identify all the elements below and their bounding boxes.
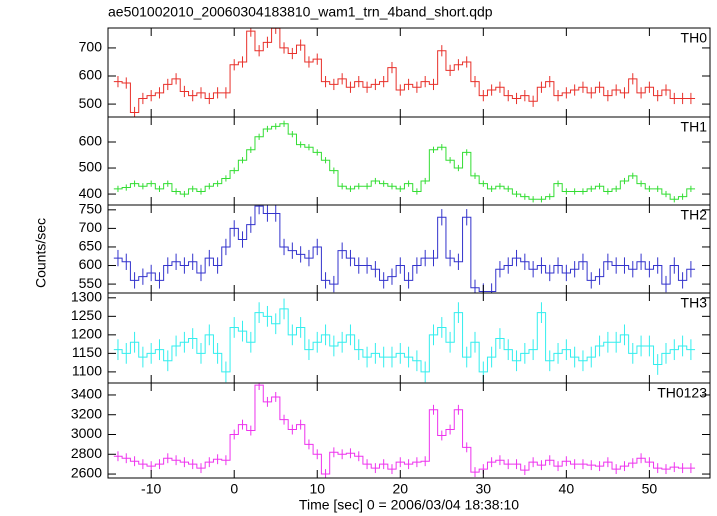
x-tick-label: 20 [392, 481, 408, 497]
panel-frame [107, 382, 711, 479]
y-tick-label: 550 [79, 275, 103, 291]
plot-area [113, 205, 696, 293]
panel-label: TH0 [681, 30, 708, 46]
panel-frame [107, 27, 711, 118]
x-tick-label: -10 [141, 481, 161, 497]
panel-label: TH1 [681, 119, 708, 135]
x-axis-label: Time [sec] 0 = 2006/03/04 18:38:10 [299, 497, 519, 513]
panel-label: TH3 [681, 295, 708, 311]
y-tick-label: 700 [79, 39, 103, 55]
plot-area [113, 298, 696, 383]
x-tick-label: 0 [230, 481, 238, 497]
y-tick-label: 3400 [71, 386, 102, 402]
step-line [113, 123, 696, 200]
y-tick-label: 600 [79, 133, 103, 149]
y-tick-label: 2600 [71, 465, 102, 481]
y-tick-label: 3000 [71, 425, 102, 441]
y-tick-label: 2800 [71, 445, 102, 461]
chart-title: ae501002010_20060304183810_wam1_trn_4ban… [108, 4, 493, 20]
step-line [113, 308, 696, 373]
x-tick-label: 10 [309, 481, 325, 497]
y-tick-label: 600 [79, 67, 103, 83]
x-tick-label: 50 [642, 481, 658, 497]
y-tick-label: 1300 [71, 289, 102, 305]
y-tick-label: 1150 [72, 344, 102, 360]
panel-label: TH0123 [657, 385, 707, 401]
x-tick-label: 40 [559, 481, 575, 497]
x-tick-label: 30 [476, 481, 492, 497]
plot-area [113, 28, 696, 117]
plot-area [113, 120, 696, 203]
panel-frame [107, 292, 711, 384]
plot-area [113, 383, 696, 478]
y-axis-label: Counts/sec [33, 218, 49, 288]
y-tick-label: 1200 [71, 326, 102, 342]
y-tick-label: 500 [79, 159, 103, 175]
y-tick-label: 400 [79, 185, 103, 201]
step-line [113, 384, 696, 475]
panel-label: TH2 [681, 207, 708, 223]
y-tick-label: 1250 [71, 307, 102, 323]
y-tick-label: 1100 [72, 363, 102, 379]
step-line [113, 28, 696, 114]
step-line [113, 205, 696, 293]
y-tick-label: 700 [79, 219, 103, 235]
y-tick-label: 3200 [71, 405, 102, 421]
y-tick-label: 600 [79, 256, 103, 272]
y-tick-label: 500 [79, 95, 103, 111]
y-tick-label: 750 [79, 201, 103, 217]
y-tick-label: 650 [79, 238, 103, 254]
